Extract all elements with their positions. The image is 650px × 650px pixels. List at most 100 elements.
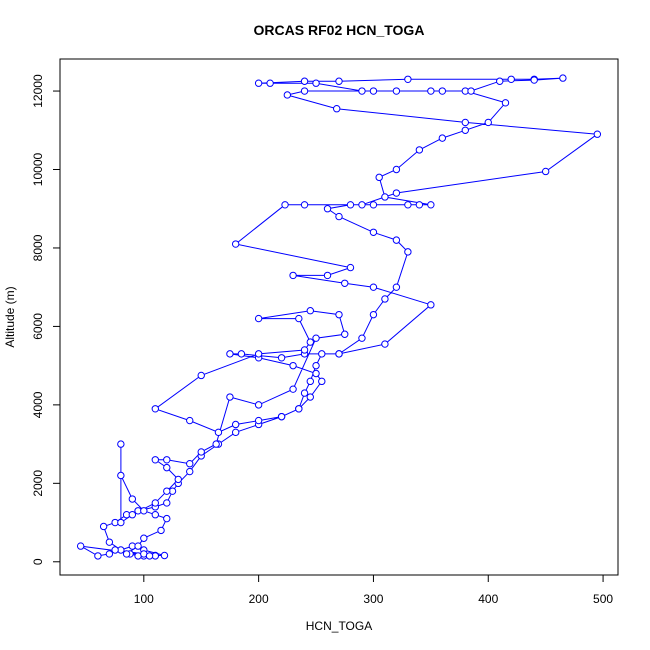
data-point <box>369 228 378 236</box>
data-point <box>277 354 286 362</box>
data-point <box>404 248 412 256</box>
data-point <box>197 448 205 456</box>
data-point <box>381 193 389 201</box>
data-point <box>122 550 131 558</box>
data-point <box>300 77 309 85</box>
data-point <box>335 212 343 221</box>
data-point <box>157 526 165 535</box>
data-point <box>369 310 378 319</box>
data-point <box>289 385 297 393</box>
data-point <box>404 75 412 83</box>
data-point <box>163 456 171 464</box>
x-tick-label: 400 <box>478 592 498 606</box>
data-point <box>151 499 159 507</box>
data-point <box>341 330 349 338</box>
data-point <box>335 310 343 319</box>
data-point <box>369 87 378 95</box>
data-point <box>254 350 263 358</box>
data-point <box>593 130 602 138</box>
data-point <box>186 467 194 476</box>
data-point <box>128 495 137 503</box>
data-point <box>283 91 292 99</box>
data-point <box>281 201 289 209</box>
data-point <box>381 295 389 303</box>
data-point <box>254 79 263 87</box>
data-point <box>559 74 567 82</box>
data-point <box>427 301 435 309</box>
data-point <box>530 76 538 84</box>
data-point <box>128 511 137 519</box>
data-point <box>186 416 194 425</box>
data-point <box>163 487 171 495</box>
data-point <box>306 377 314 386</box>
data-point <box>312 79 320 87</box>
data-point <box>300 389 309 397</box>
data-point <box>392 236 401 244</box>
data-point <box>427 201 435 209</box>
data-point <box>151 405 159 413</box>
data-point <box>369 283 378 291</box>
data-point <box>438 87 447 95</box>
data-point <box>335 350 343 358</box>
data-point <box>295 405 303 413</box>
data-point <box>341 279 349 287</box>
data-point <box>318 350 326 358</box>
data-point <box>306 393 314 401</box>
data-point <box>151 511 159 519</box>
data-point <box>254 416 263 425</box>
data-point <box>254 314 263 323</box>
data-point <box>111 546 119 554</box>
data-point <box>289 361 297 370</box>
data-point <box>160 551 169 560</box>
data-point <box>212 440 220 448</box>
data-point <box>237 350 246 358</box>
data-point <box>105 550 114 558</box>
data-point <box>333 105 341 113</box>
data-point <box>369 201 378 209</box>
data-point <box>392 87 401 95</box>
data-point <box>76 542 85 550</box>
data-point <box>145 552 154 560</box>
data-point <box>346 263 355 272</box>
data-point <box>254 401 263 409</box>
data-point <box>174 475 182 484</box>
data-point <box>117 440 125 448</box>
data-point <box>306 338 314 346</box>
data-point <box>501 99 510 107</box>
data-point <box>214 428 223 437</box>
data-point <box>277 412 286 421</box>
data-point <box>117 518 125 527</box>
data-point <box>392 189 401 197</box>
y-tick-label: 6000 <box>31 313 45 340</box>
data-point <box>541 167 550 176</box>
data-point <box>295 314 303 323</box>
data-point <box>186 460 194 468</box>
data-point <box>438 134 447 142</box>
data-point <box>392 283 401 291</box>
data-point <box>427 87 435 95</box>
data-point <box>415 201 424 209</box>
y-tick-label: 12000 <box>31 74 45 108</box>
data-point <box>134 542 142 550</box>
data-point <box>163 499 171 507</box>
data-point <box>312 369 320 378</box>
data-point <box>335 77 343 85</box>
y-axis-label: Altitude (m) <box>3 286 17 347</box>
data-point <box>358 201 366 209</box>
data-point <box>346 201 355 209</box>
x-tick-label: 500 <box>593 592 613 606</box>
data-point <box>105 538 114 546</box>
y-tick-label: 10000 <box>31 152 45 186</box>
data-point <box>163 514 171 523</box>
data-point <box>358 87 366 95</box>
data-point <box>496 77 504 85</box>
data-point <box>507 75 515 83</box>
data-point <box>99 522 108 531</box>
data-point <box>415 146 424 154</box>
data-point <box>226 393 234 401</box>
data-point <box>231 428 240 437</box>
data-point <box>467 87 475 95</box>
x-tick-label: 200 <box>249 592 269 606</box>
data-point <box>461 126 469 134</box>
